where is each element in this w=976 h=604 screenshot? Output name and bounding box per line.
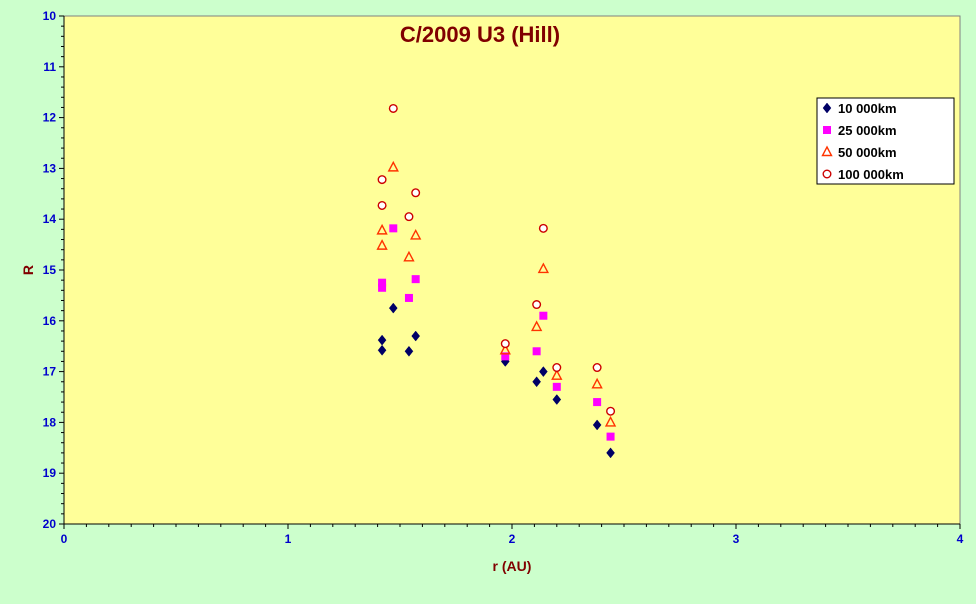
data-point-square [606,432,615,441]
y-tick-label: 20 [43,517,57,531]
data-point-square [593,398,602,407]
data-point-triangle [530,320,543,332]
x-axis-label: r (AU) [493,558,532,574]
data-point-square [539,311,548,320]
data-point-circle [606,406,616,416]
y-tick-label: 10 [43,9,57,23]
data-point-circle [552,363,562,373]
series-circle [377,103,616,416]
legend-box [816,97,955,185]
data-point-square [404,293,413,302]
legend-marker-circle [822,169,832,179]
marks-layer [376,103,617,459]
y-tick-label: 18 [43,415,57,429]
y-axis-label: R [20,265,36,275]
y-tick-label: 19 [43,466,57,480]
data-point-circle [532,300,542,310]
legend-marker-square [823,126,831,134]
data-point-diamond [552,394,562,405]
series-square [378,224,615,441]
y-tick-label: 15 [43,263,57,277]
data-point-triangle [376,239,388,250]
data-point-square [389,224,398,233]
data-point-circle [377,200,387,210]
data-point-diamond [606,447,615,459]
data-point-diamond [404,345,414,357]
data-point-diamond [592,419,602,431]
data-point-circle [404,212,414,222]
x-tick-label: 1 [285,532,292,546]
y-tick-label: 14 [43,212,57,226]
data-point-circle [500,339,510,349]
data-point-circle [411,188,421,198]
data-point-triangle [499,343,511,355]
x-tick-label: 2 [509,532,516,546]
data-point-square [501,352,510,361]
x-tick-label: 4 [957,532,964,546]
data-point-triangle [376,223,388,235]
data-point-diamond [532,376,541,388]
legend-label: 10 000km [838,101,897,116]
data-point-triangle [403,250,415,262]
y-tick-label: 13 [43,161,57,175]
data-point-triangle [537,262,550,274]
data-point-triangle [551,369,563,380]
legend-marker-triangle [821,145,833,157]
x-tick-label: 3 [733,532,740,546]
data-point-diamond [377,344,387,356]
legend-label: 25 000km [838,123,897,138]
y-tick-label: 17 [43,365,57,379]
data-point-circle [388,103,398,113]
data-point-square [532,347,541,356]
data-point-diamond [388,302,398,314]
data-point-triangle [410,228,422,240]
data-point-circle [377,175,387,185]
data-point-diamond [539,366,548,378]
chart-title: C/2009 U3 (Hill) [400,22,560,47]
legend-label: 100 000km [838,167,904,182]
data-point-square [378,283,387,292]
legend-label: 50 000km [838,145,897,160]
series-triangle [376,160,617,427]
y-tick-label: 12 [43,111,57,125]
legend-items: 10 000km 25 000km 50 000km 100 000km [821,101,904,182]
data-point-triangle [591,377,603,389]
data-point-triangle [604,415,617,427]
data-point-square [552,382,561,391]
data-point-square [411,275,420,284]
x-tick-label: 0 [61,532,68,546]
legend: 10 000km 25 000km 50 000km 100 000km [816,97,955,185]
data-point-triangle [387,160,399,172]
data-point-circle [592,363,602,373]
data-point-square [378,278,387,287]
legend-marker-diamond [822,102,832,114]
y-tick-label: 11 [43,60,56,74]
plot-area [63,15,961,525]
series-diamond [377,302,615,459]
data-point-diamond [411,330,421,342]
y-tick-label: 16 [43,314,57,328]
data-point-circle [538,223,548,233]
